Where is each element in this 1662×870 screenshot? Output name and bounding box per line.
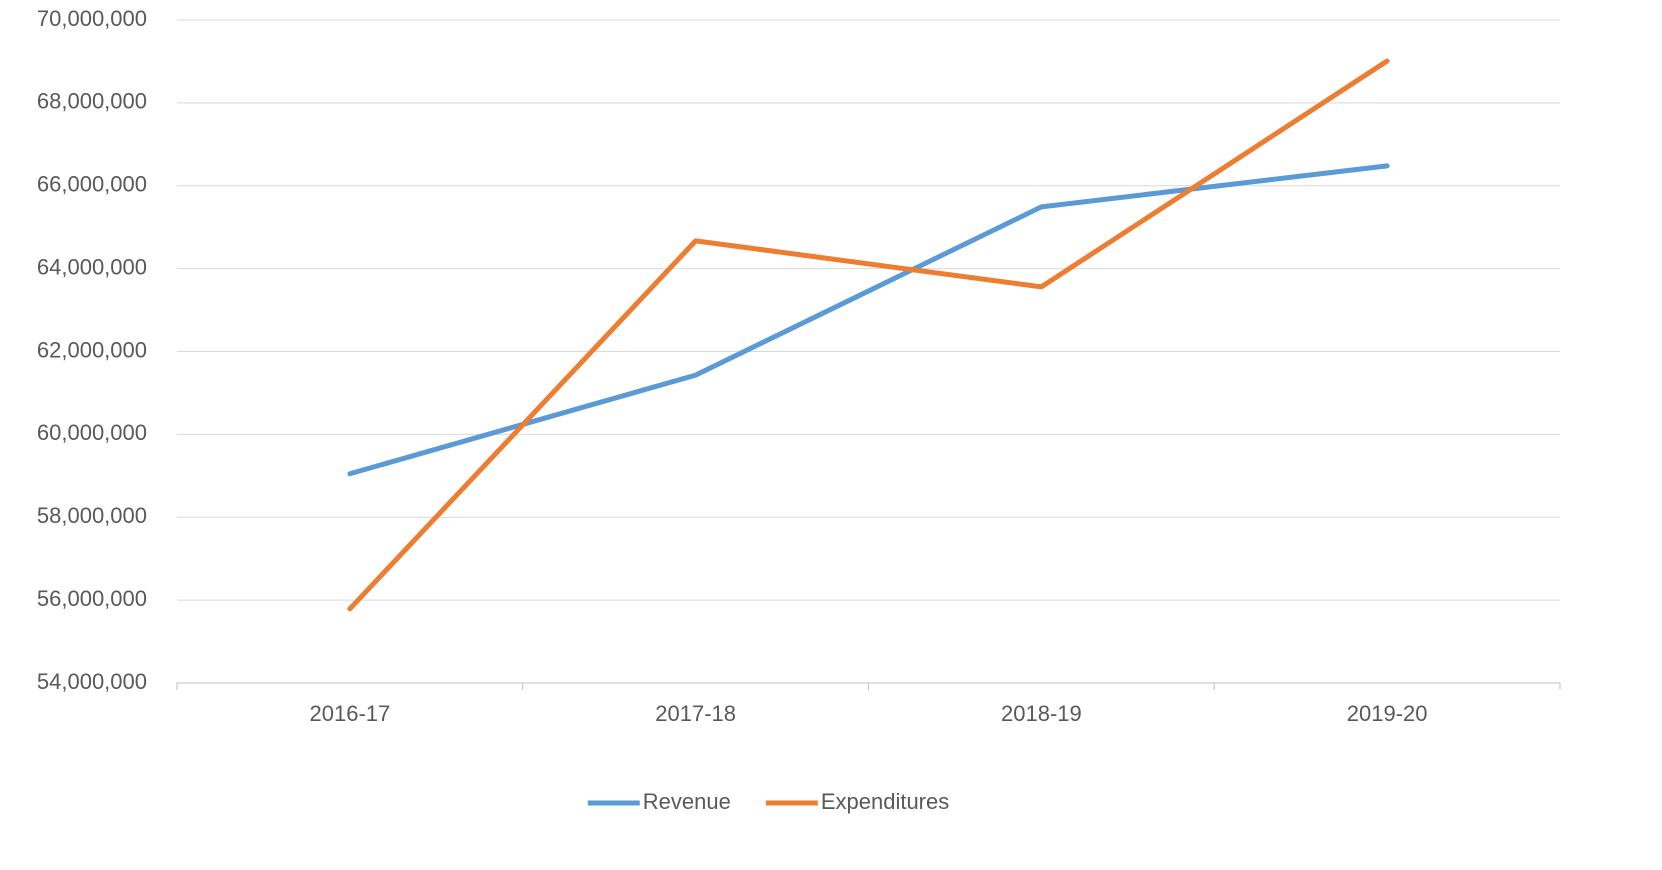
series-line	[347, 58, 1390, 612]
y-tick-label: 64,000,000	[37, 254, 147, 279]
y-tick-label: 62,000,000	[37, 337, 147, 362]
x-tick-label: 2016-17	[310, 701, 391, 726]
legend-label: Expenditures	[821, 789, 949, 814]
x-tick-label: 2017-18	[655, 701, 736, 726]
series-line	[347, 163, 1390, 477]
y-tick-label: 70,000,000	[37, 6, 147, 31]
x-tick-label: 2019-20	[1347, 701, 1428, 726]
legend-label: Revenue	[643, 789, 731, 814]
y-tick-label: 56,000,000	[37, 586, 147, 611]
y-tick-label: 54,000,000	[37, 669, 147, 694]
y-tick-label: 58,000,000	[37, 503, 147, 528]
x-tick-label: 2018-19	[1001, 701, 1082, 726]
y-tick-label: 60,000,000	[37, 420, 147, 445]
y-tick-label: 66,000,000	[37, 172, 147, 197]
y-tick-label: 68,000,000	[37, 89, 147, 114]
